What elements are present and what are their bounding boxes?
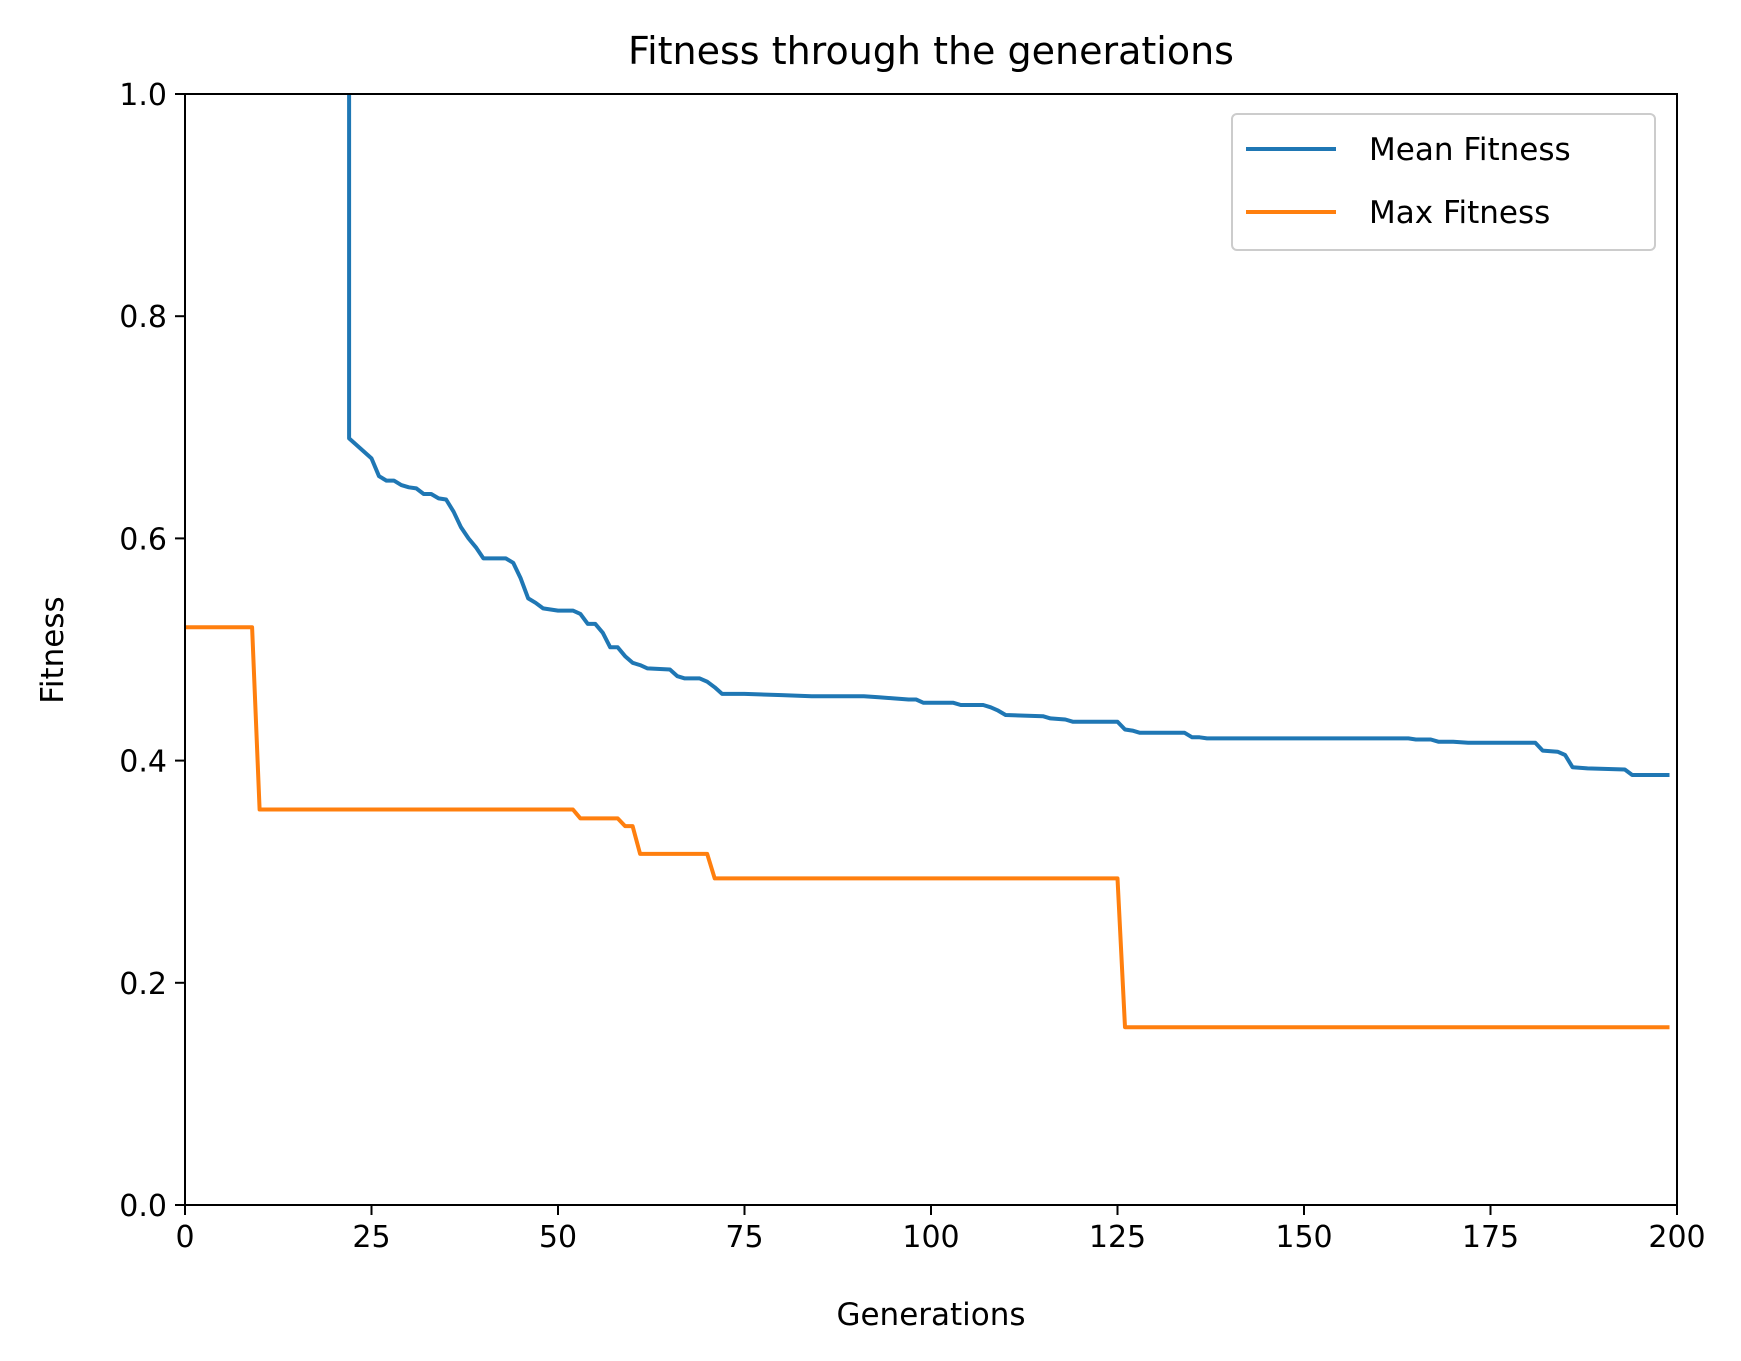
legend-box [1231, 113, 1656, 251]
legend-label-max-fitness: Max Fitness [1369, 195, 1550, 231]
x-tick-label: 25 [352, 1220, 390, 1255]
legend-label-mean-fitness: Mean Fitness [1369, 132, 1571, 168]
y-axis-label: Fitness [35, 596, 71, 703]
legend: Mean Fitness Max Fitness [1231, 113, 1656, 251]
series-line-max-fitness [185, 625, 1670, 1030]
x-tick-label: 175 [1462, 1220, 1519, 1255]
x-tick-label: 125 [1089, 1220, 1146, 1255]
y-tick-label: 0.2 [119, 967, 167, 1002]
y-tick-label: 0.4 [119, 745, 167, 780]
series-layer [185, 94, 1670, 1030]
x-tick-label: 200 [1648, 1220, 1705, 1255]
x-tick-label: 50 [539, 1220, 577, 1255]
x-axis-label: Generations [836, 1297, 1025, 1333]
x-tick-label: 0 [175, 1220, 194, 1255]
x-tick-label: 150 [1275, 1220, 1332, 1255]
y-tick-label: 0.6 [119, 522, 167, 557]
x-tick-label: 75 [725, 1220, 763, 1255]
x-axis-ticks: 0 25 50 75 100 125 150 175 200 [175, 1205, 1706, 1255]
y-tick-label: 0.0 [119, 1189, 167, 1224]
y-axis-ticks: 0.0 0.2 0.4 0.6 0.8 1.0 [119, 78, 185, 1224]
plot-frame [184, 93, 1678, 1206]
chart-title: Fitness through the generations [628, 29, 1234, 73]
y-tick-label: 1.0 [119, 78, 167, 113]
y-tick-label: 0.8 [119, 300, 167, 335]
x-tick-label: 100 [902, 1220, 959, 1255]
series-line-mean-fitness [347, 94, 1670, 777]
